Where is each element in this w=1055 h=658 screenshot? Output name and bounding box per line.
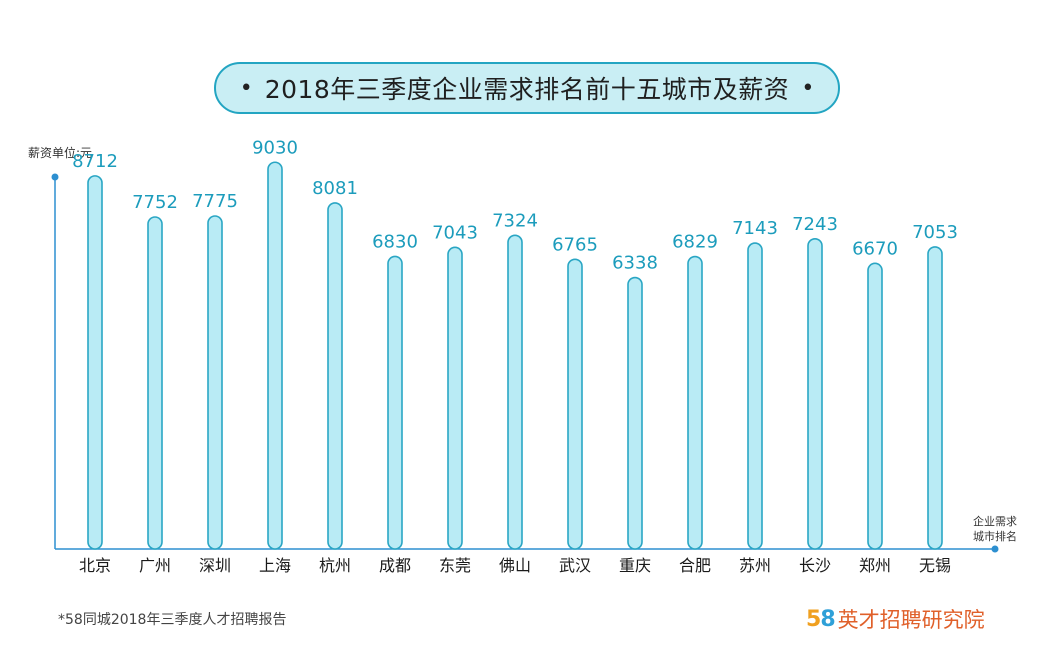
value-label-8: 7324 (492, 210, 538, 231)
value-label-13: 7243 (792, 214, 838, 235)
x-axis-note: 企业需求 城市排名 (965, 514, 1025, 544)
x-axis-end-dot (991, 545, 999, 553)
category-label-9: 武汉 (559, 556, 591, 575)
x-axis-note-line2: 城市排名 (973, 530, 1017, 543)
brand-logo: 5 8 英才招聘研究院 (806, 604, 985, 634)
x-axis-note-line1: 企业需求 (973, 515, 1017, 528)
bar-1 (87, 175, 103, 550)
category-label-4: 上海 (259, 556, 291, 575)
value-label-4: 9030 (252, 137, 298, 158)
bar-3 (207, 215, 223, 550)
value-label-7: 7043 (432, 222, 478, 243)
value-label-6: 6830 (372, 231, 418, 252)
category-label-13: 长沙 (799, 556, 831, 575)
bar-12 (747, 242, 763, 550)
category-label-7: 东莞 (439, 556, 471, 575)
category-label-12: 苏州 (739, 556, 771, 575)
category-label-15: 无锡 (919, 556, 951, 575)
category-label-8: 佛山 (499, 556, 531, 575)
bar-5 (327, 202, 343, 550)
category-label-14: 郑州 (859, 556, 891, 575)
y-axis-end-dot (51, 173, 59, 181)
value-label-15: 7053 (912, 222, 958, 243)
value-label-12: 7143 (732, 218, 778, 239)
category-label-11: 合肥 (679, 556, 711, 575)
brand-name: 英才招聘研究院 (837, 608, 985, 632)
value-label-10: 6338 (612, 253, 658, 274)
bar-4 (267, 161, 283, 550)
category-label-5: 杭州 (319, 556, 351, 575)
bar-14 (867, 262, 883, 550)
chart-title-banner: • 2018年三季度企业需求排名前十五城市及薪资 • (214, 62, 840, 114)
category-label-2: 广州 (139, 556, 171, 575)
category-label-6: 成都 (379, 556, 411, 575)
bullet-dot-left: • (239, 75, 253, 101)
value-label-9: 6765 (552, 234, 598, 255)
bar-7 (447, 246, 463, 550)
bar-6 (387, 255, 403, 550)
source-footnote: *58同城2018年三季度人才招聘报告 (58, 612, 287, 628)
category-label-1: 北京 (79, 556, 111, 575)
bar-10 (627, 276, 643, 550)
value-label-1: 8712 (72, 151, 118, 172)
value-label-2: 7752 (132, 192, 178, 213)
bar-2 (147, 216, 163, 550)
bar-11 (687, 255, 703, 550)
chart-title: 2018年三季度企业需求排名前十五城市及薪资 (264, 75, 790, 104)
value-label-11: 6829 (672, 232, 718, 253)
value-label-14: 6670 (852, 238, 898, 259)
bar-8 (507, 234, 523, 550)
bullet-dot-right: • (801, 75, 815, 101)
logo-digit-8: 8 (820, 606, 835, 632)
value-label-5: 8081 (312, 178, 358, 199)
category-label-3: 深圳 (199, 556, 231, 575)
value-label-3: 7775 (192, 191, 238, 212)
bar-15 (927, 246, 943, 550)
bar-13 (807, 237, 823, 550)
category-label-10: 重庆 (619, 556, 651, 575)
bar-9 (567, 258, 583, 550)
logo-digit-5: 5 (806, 606, 821, 632)
y-axis-unit-label: 薪资单位:元 (28, 146, 93, 160)
